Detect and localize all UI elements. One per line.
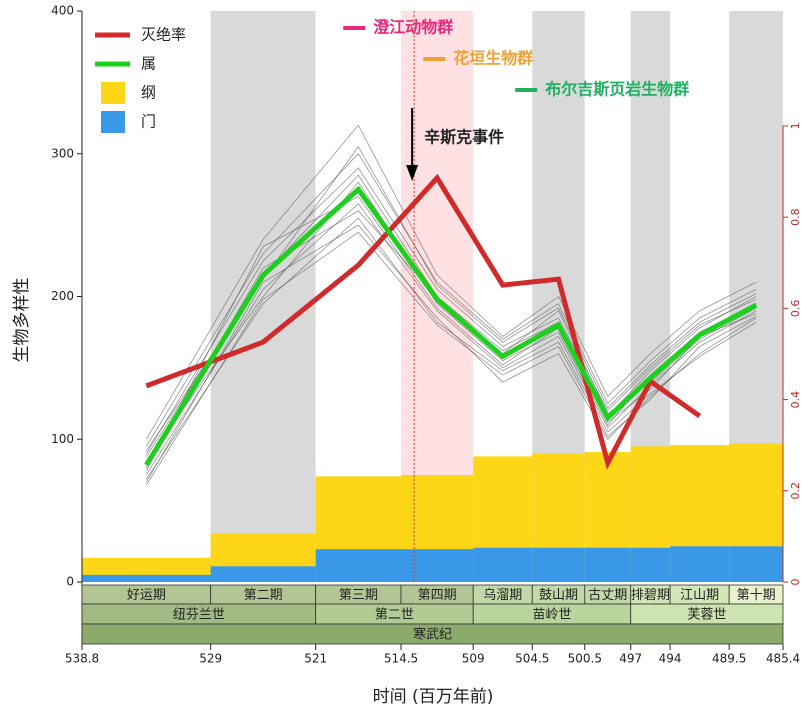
y-axis-label: 生物多样性 <box>12 278 32 363</box>
area-step <box>210 566 316 582</box>
y-tick-label: 200 <box>51 289 74 303</box>
area-step <box>400 549 474 582</box>
simulation-line <box>146 203 757 476</box>
epoch-label: 芙蓉世 <box>687 608 726 623</box>
legend-swatch <box>101 111 125 133</box>
simulation-line <box>146 217 757 480</box>
area-step <box>532 547 585 582</box>
x-tick-label: 538.8 <box>65 652 99 666</box>
x-tick-label: 509 <box>462 652 485 666</box>
simulation-line <box>146 196 757 471</box>
x-tick-label: 529 <box>199 652 222 666</box>
area-step <box>729 546 783 582</box>
x-tick-label: 485.4 <box>766 652 800 666</box>
simulation-line <box>146 210 757 468</box>
y2-tick-label: 0.6 <box>789 300 802 318</box>
area-step <box>315 549 401 582</box>
stage-label: 排碧期 <box>631 588 670 603</box>
x-tick-label: 521 <box>304 652 327 666</box>
epoch-label: 纽芬兰世 <box>173 608 225 623</box>
biota-label: 澄江动物群 <box>373 18 453 37</box>
simulation-line <box>146 124 757 440</box>
simulation-line <box>146 231 757 486</box>
stage-label: 第二期 <box>244 588 283 603</box>
legend-label: 灭绝率 <box>141 26 186 44</box>
y-tick-label: 0 <box>66 575 74 589</box>
area-step <box>630 547 671 582</box>
epoch-label: 第二世 <box>375 608 414 623</box>
stage-label: 古丈期 <box>588 588 627 603</box>
area-step <box>584 547 631 582</box>
period-label: 寒武纪 <box>413 627 452 643</box>
x-axis-label: 时间 (百万年前) <box>373 687 494 707</box>
event-arrowhead <box>406 165 419 181</box>
legend-label: 门 <box>141 113 156 131</box>
y2-tick-label: 0.8 <box>789 208 802 226</box>
y-tick-label: 100 <box>51 432 74 446</box>
stage-label: 乌溜期 <box>483 587 522 603</box>
epoch-label: 苗岭世 <box>532 608 571 623</box>
x-tick-label: 500.5 <box>568 652 602 666</box>
stage-label: 鼓山期 <box>539 588 578 603</box>
y2-tick-label: 0 <box>789 579 802 586</box>
y2-tick-label: 0.2 <box>789 482 802 500</box>
y-tick-label: 400 <box>51 4 74 18</box>
biota-label: 花垣生物群 <box>453 49 533 68</box>
legend-swatch <box>101 82 125 104</box>
x-tick-label: 489.5 <box>712 652 746 666</box>
area-step <box>82 574 211 582</box>
x-tick-label: 514.5 <box>384 652 418 666</box>
y2-tick-label: 1 <box>789 122 802 129</box>
simulation-line <box>146 145 757 451</box>
stage-label: 江山期 <box>680 588 719 603</box>
area-step <box>473 547 533 582</box>
stage-label: 第十期 <box>737 588 776 603</box>
simulation-line <box>146 174 757 457</box>
stage-label: 好运期 <box>127 588 166 603</box>
event-label: 辛斯克事件 <box>424 128 504 147</box>
area-step <box>670 546 730 582</box>
legend-label: 属 <box>141 55 156 73</box>
simulation-line <box>146 153 757 447</box>
x-tick-label: 497 <box>619 652 642 666</box>
series-line <box>145 173 702 470</box>
legend-label: 纲 <box>141 84 156 102</box>
period-box <box>81 623 784 645</box>
stage-label: 第三期 <box>339 588 378 603</box>
x-tick-label: 494 <box>659 652 682 666</box>
y-tick-label: 300 <box>51 146 74 160</box>
y2-tick-label: 0.4 <box>789 391 802 409</box>
series-line <box>144 185 758 467</box>
stage-label: 第四期 <box>418 588 457 603</box>
x-tick-label: 504.5 <box>515 652 549 666</box>
stage-band <box>82 11 211 582</box>
biota-label: 布尔吉斯页岩生物群 <box>545 80 689 99</box>
